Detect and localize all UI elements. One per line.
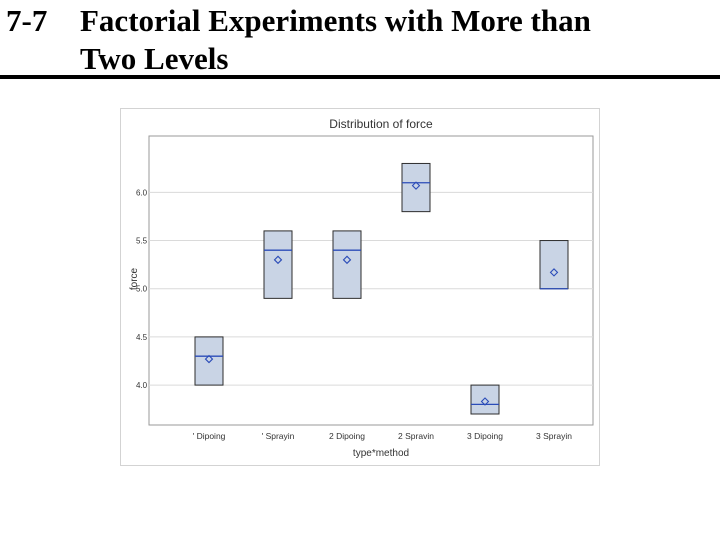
slide-title-line2: Two Levels xyxy=(80,41,229,76)
mean-marker xyxy=(273,255,283,265)
x-tick-label: ' Sprayin xyxy=(262,431,295,441)
box xyxy=(401,162,431,213)
plot-frame xyxy=(148,135,594,426)
mean-marker xyxy=(342,255,352,265)
y-tick-label: 6.0 xyxy=(136,188,148,197)
y-tick-label: 5.0 xyxy=(136,285,148,294)
x-tick-label: 3 Sprayin xyxy=(536,431,572,441)
y-axis-ticks: 4.0 4.5 5.0 5.5 6.0 xyxy=(136,188,148,390)
title-underline xyxy=(0,75,720,79)
y-tick-label: 4.0 xyxy=(136,381,148,390)
box xyxy=(332,230,362,299)
x-axis-ticks: ' Dipoing ' Sprayin 2 Dipoing 2 Spravin 3 Di… xyxy=(193,431,573,441)
mean-marker xyxy=(204,354,214,364)
boxes xyxy=(194,162,569,415)
chart-figure: Distribution of force 4.0 4.5 5.0 5.5 6.0 ' … xyxy=(120,108,600,466)
box xyxy=(470,384,500,415)
mean-marker xyxy=(411,181,421,190)
slide-title: 7-7 Factorial Experiments with More than … xyxy=(6,2,706,78)
x-tick-label: 2 Spravin xyxy=(398,431,434,441)
box xyxy=(194,336,224,386)
mean-marker xyxy=(549,268,559,277)
y-tick-label: 5.5 xyxy=(136,237,148,246)
mean-marker xyxy=(480,397,490,406)
x-tick-label: 2 Dipoing xyxy=(329,431,365,441)
x-axis-label: type*method xyxy=(353,448,409,459)
y-axis-label: force xyxy=(129,267,140,290)
y-tick-label: 4.5 xyxy=(136,333,148,342)
slide-number: 7-7 xyxy=(6,3,48,38)
box xyxy=(263,230,293,299)
box-plot-chart: Distribution of force 4.0 4.5 5.0 5.5 6.0 ' … xyxy=(129,117,594,459)
x-tick-label: ' Dipoing xyxy=(193,431,226,441)
chart-title: Distribution of force xyxy=(329,117,433,131)
box xyxy=(539,240,569,290)
x-tick-label: 3 Dipoing xyxy=(467,431,503,441)
slide-title-line1: Factorial Experiments with More than xyxy=(80,3,591,38)
